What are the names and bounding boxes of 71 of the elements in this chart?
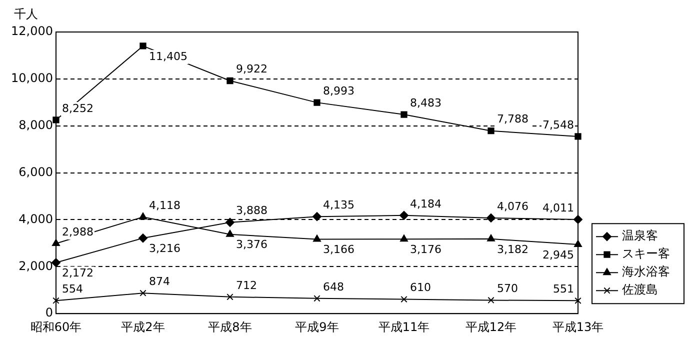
point	[486, 213, 496, 222]
point	[138, 234, 148, 243]
point	[139, 212, 147, 220]
y-tick-label: 4,000	[18, 212, 53, 226]
point	[488, 296, 494, 304]
point	[225, 218, 234, 227]
point	[574, 297, 582, 304]
y-tick-label: 0	[45, 306, 53, 320]
x-tick-label: 平成12年	[465, 320, 517, 334]
legend-label: 佐渡島	[622, 282, 658, 297]
point	[314, 99, 320, 106]
legend-label: 温泉客	[622, 228, 658, 243]
point	[487, 234, 495, 242]
point	[226, 230, 234, 237]
data-label: 4,118	[148, 198, 180, 212]
point	[226, 294, 234, 300]
y-tick-label: 8,000	[18, 118, 53, 132]
data-label: 7,548	[542, 118, 574, 132]
point	[312, 212, 322, 222]
point	[400, 234, 408, 242]
data-label: 551	[553, 282, 574, 296]
data-label: 4,076	[497, 200, 528, 213]
point	[400, 111, 408, 118]
point	[314, 295, 320, 302]
point	[52, 297, 60, 304]
data-label: 3,888	[236, 204, 268, 218]
x-tick-label: 平成9年	[295, 320, 339, 334]
data-label: 7,788	[497, 112, 528, 126]
data-label: 3,182	[497, 242, 528, 256]
data-label: 8,993	[322, 84, 354, 98]
data-label: 3,176	[410, 242, 442, 256]
data-label: 610	[410, 281, 431, 294]
x-tick-label: 平成2年	[121, 320, 165, 334]
data-label: 2,988	[62, 225, 94, 238]
data-label: 2,945	[542, 248, 574, 262]
data-label: 8,252	[62, 102, 94, 115]
point	[488, 128, 494, 134]
y-tick-label: 2,000	[18, 258, 53, 273]
point	[313, 234, 321, 242]
data-label: 874	[148, 274, 170, 288]
y-axis-title: 千人	[14, 7, 38, 21]
legend-label: スキー客	[622, 246, 670, 261]
x-tick-label: 昭和60年	[30, 320, 82, 334]
data-label: 8,483	[410, 96, 442, 110]
data-label: 554	[62, 282, 83, 296]
data-label: 648	[322, 280, 344, 294]
data-label: 3,166	[322, 243, 354, 256]
data-label: 712	[236, 278, 257, 292]
data-label: 11,405	[148, 50, 188, 63]
y-tick-label: 6,000	[18, 164, 53, 179]
point	[400, 296, 408, 303]
data-label: 4,135	[322, 198, 354, 212]
point	[140, 290, 146, 296]
data-label: 9,922	[236, 62, 268, 76]
data-label: 4,011	[542, 201, 574, 214]
data-label: 2,172	[62, 266, 94, 280]
y-tick-label: 10,000	[10, 71, 53, 86]
x-tick-label: 平成11年	[378, 320, 430, 334]
point	[399, 210, 408, 220]
x-tick-label: 平成8年	[208, 320, 252, 334]
point	[226, 77, 234, 84]
point	[52, 116, 60, 124]
data-label: 4,184	[410, 197, 442, 210]
data-label: 3,376	[236, 238, 268, 252]
legend-label: 海水浴客	[622, 264, 670, 279]
point	[140, 42, 146, 50]
x-tick-label: 平成13年	[552, 320, 604, 334]
y-tick-label: 12,000	[10, 24, 53, 38]
data-label: 3,216	[148, 242, 180, 255]
data-label: 570	[497, 282, 518, 296]
point	[574, 133, 582, 140]
